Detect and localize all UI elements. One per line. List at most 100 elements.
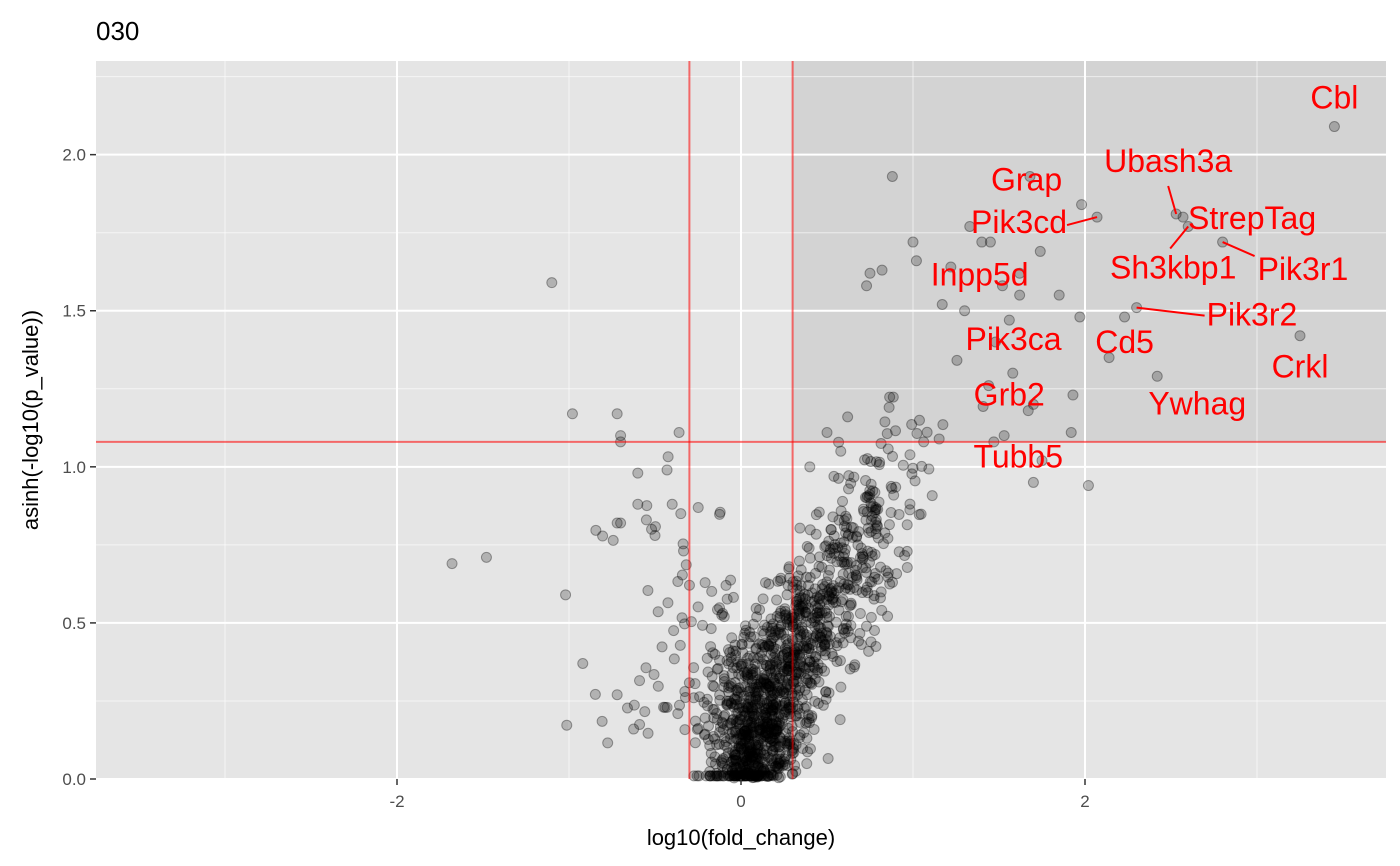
- data-point: [750, 602, 762, 614]
- data-point: [1076, 199, 1088, 211]
- data-point: [771, 610, 783, 622]
- data-point: [801, 677, 813, 689]
- data-point: [780, 728, 792, 740]
- data-point: [754, 725, 766, 737]
- data-point: [801, 758, 813, 770]
- data-point: [759, 767, 771, 779]
- data-point: [877, 538, 889, 550]
- data-point: [709, 648, 721, 660]
- data-point: [823, 591, 835, 603]
- data-point: [773, 718, 785, 730]
- data-point: [717, 724, 729, 736]
- data-point: [830, 585, 842, 597]
- data-point: [767, 705, 779, 717]
- data-point: [744, 626, 756, 638]
- data-point: [711, 739, 723, 751]
- data-point: [642, 585, 654, 597]
- data-point: [794, 660, 806, 672]
- data-point: [804, 677, 816, 689]
- data-point: [778, 695, 790, 707]
- data-point: [776, 659, 788, 671]
- data-point: [769, 701, 781, 713]
- data-point: [833, 582, 845, 594]
- data-point: [678, 545, 690, 557]
- data-point: [808, 723, 820, 735]
- data-point: [860, 475, 872, 487]
- gene-label: Pik3r2: [1207, 297, 1298, 333]
- data-point: [803, 602, 815, 614]
- data-point: [741, 770, 753, 782]
- data-point: [850, 570, 862, 582]
- data-point: [760, 712, 772, 724]
- data-point: [634, 718, 646, 730]
- gene-label: Pik3ca: [966, 321, 1062, 357]
- data-point: [835, 596, 847, 608]
- data-point: [773, 772, 785, 784]
- data-point: [766, 755, 778, 767]
- data-point: [795, 656, 807, 668]
- data-point: [853, 526, 865, 538]
- data-point: [976, 236, 988, 248]
- data-point: [711, 767, 723, 779]
- data-point: [725, 678, 737, 690]
- data-point: [869, 571, 881, 583]
- data-point: [827, 592, 839, 604]
- data-point: [728, 693, 740, 705]
- data-point: [758, 731, 770, 743]
- data-point: [769, 726, 781, 738]
- data-point: [649, 521, 661, 533]
- data-point: [882, 443, 894, 455]
- data-point: [745, 668, 757, 680]
- data-point: [767, 699, 779, 711]
- data-point: [800, 571, 812, 583]
- data-point: [766, 732, 778, 744]
- data-point: [770, 669, 782, 681]
- data-point: [800, 663, 812, 675]
- data-point: [794, 610, 806, 622]
- data-point: [748, 710, 760, 722]
- data-point: [729, 639, 741, 651]
- data-point: [769, 761, 781, 773]
- data-point: [742, 686, 754, 698]
- data-point: [820, 686, 832, 698]
- data-point: [734, 729, 746, 741]
- data-point: [883, 401, 895, 413]
- data-point: [754, 729, 766, 741]
- data-point: [704, 770, 716, 782]
- data-point: [861, 492, 873, 504]
- data-point: [747, 669, 759, 681]
- data-point: [752, 758, 764, 770]
- data-point: [764, 733, 776, 745]
- data-point: [778, 688, 790, 700]
- data-point: [764, 764, 776, 776]
- data-point: [890, 481, 902, 493]
- data-point: [757, 748, 769, 760]
- data-point: [774, 611, 786, 623]
- data-point: [752, 725, 764, 737]
- data-point: [615, 517, 627, 529]
- data-point: [662, 597, 674, 609]
- gene-label: Grb2: [974, 377, 1045, 413]
- data-point: [745, 751, 757, 763]
- data-point: [705, 641, 717, 653]
- data-point: [741, 749, 753, 761]
- data-point: [768, 699, 780, 711]
- data-point: [809, 695, 821, 707]
- data-point: [812, 619, 824, 631]
- data-point: [709, 751, 721, 763]
- data-point: [763, 578, 775, 590]
- data-point: [751, 743, 763, 755]
- data-point: [886, 171, 898, 183]
- data-point: [718, 676, 730, 688]
- data-point: [741, 722, 753, 734]
- data-point: [870, 504, 882, 516]
- data-point: [748, 769, 760, 781]
- data-point: [733, 770, 745, 782]
- data-point: [711, 663, 723, 675]
- data-point: [832, 541, 844, 553]
- data-point: [753, 770, 765, 782]
- data-point: [827, 594, 839, 606]
- data-point: [728, 770, 740, 782]
- data-point: [779, 753, 791, 765]
